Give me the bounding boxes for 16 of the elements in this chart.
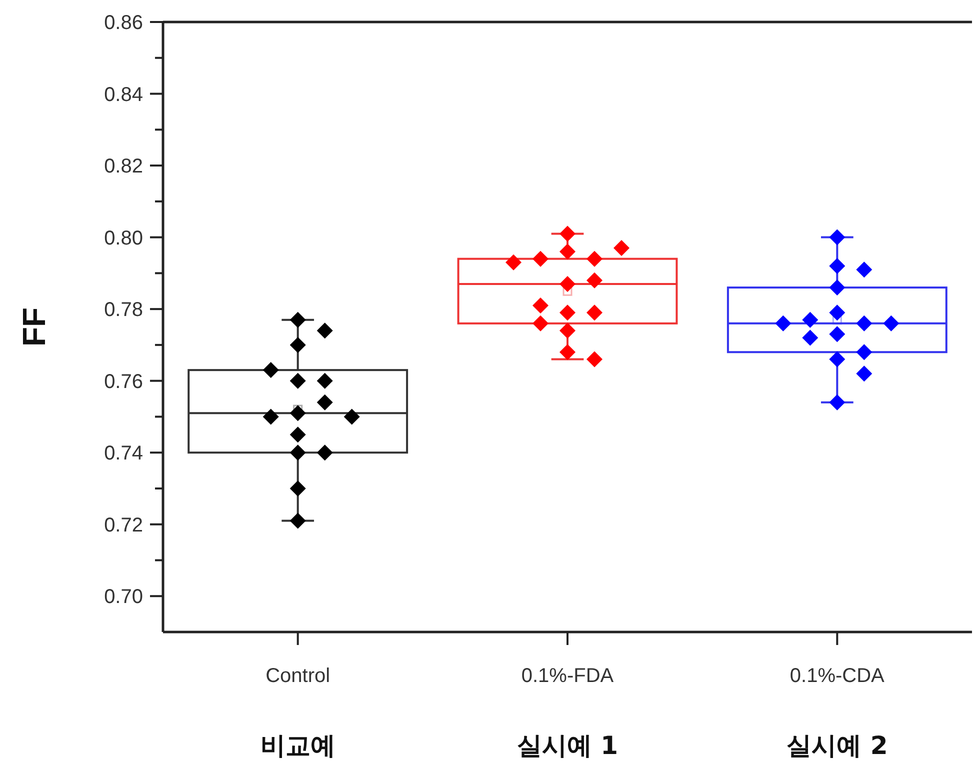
y-tick-label: 0.72 bbox=[104, 514, 143, 536]
y-axis-title: FF bbox=[16, 307, 52, 347]
text: 실시예 1 bbox=[516, 731, 618, 760]
text: 실시예 2 bbox=[786, 731, 888, 760]
y-tick-label: 0.86 bbox=[104, 12, 143, 34]
y-tick-label: 0.82 bbox=[104, 156, 143, 178]
text: 비교예 bbox=[260, 731, 336, 760]
x-tick-label: Control bbox=[266, 665, 330, 687]
y-tick-label: 0.78 bbox=[104, 299, 143, 322]
y-tick-label: 0.70 bbox=[104, 586, 143, 608]
x-tick-label: 0.1%-CDA bbox=[790, 665, 886, 687]
y-tick-label: 0.74 bbox=[104, 442, 143, 465]
y-tick-label: 0.84 bbox=[104, 84, 143, 106]
x-tick-label: 0.1%-FDA bbox=[521, 665, 614, 687]
y-tick-label: 0.80 bbox=[104, 227, 143, 250]
y-tick-label: 0.76 bbox=[104, 370, 143, 393]
